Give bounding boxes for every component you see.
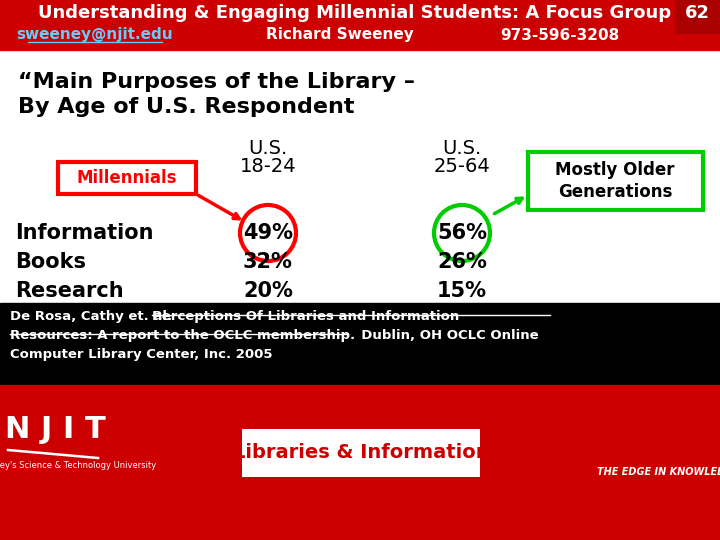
Text: De Rosa, Cathy et. al.: De Rosa, Cathy et. al. <box>10 310 181 323</box>
Text: 32%: 32% <box>243 252 293 272</box>
Text: Richard Sweeney: Richard Sweeney <box>266 28 414 43</box>
Text: Understanding & Engaging Millennial Students: A Focus Group: Understanding & Engaging Millennial Stud… <box>38 4 672 22</box>
Bar <box>675 0 720 33</box>
Circle shape <box>434 205 490 261</box>
Text: Research: Research <box>15 281 124 301</box>
Text: THE EDGE IN KNOWLEDGE: THE EDGE IN KNOWLEDGE <box>597 467 720 477</box>
Bar <box>0 0 720 50</box>
Text: Computer Library Center, Inc. 2005: Computer Library Center, Inc. 2005 <box>10 348 272 361</box>
Text: Dublin, OH OCLC Online: Dublin, OH OCLC Online <box>352 329 539 342</box>
Text: “Main Purposes of the Library –
By Age of U.S. Respondent: “Main Purposes of the Library – By Age o… <box>18 72 415 117</box>
Text: 56%: 56% <box>437 223 487 243</box>
Text: 49%: 49% <box>243 223 293 243</box>
Bar <box>0 303 720 385</box>
Text: Libraries & Information: Libraries & Information <box>233 443 490 462</box>
Text: 973-596-3208: 973-596-3208 <box>500 28 620 43</box>
Text: U.S.: U.S. <box>248 138 287 158</box>
Circle shape <box>240 205 296 261</box>
FancyBboxPatch shape <box>242 429 480 477</box>
FancyBboxPatch shape <box>58 162 196 194</box>
Text: 18-24: 18-24 <box>240 157 297 176</box>
FancyBboxPatch shape <box>528 152 703 210</box>
Text: 62: 62 <box>685 4 709 22</box>
Text: Resources: A report to the OCLC membership.: Resources: A report to the OCLC membersh… <box>10 329 355 342</box>
Bar <box>0 385 720 540</box>
Text: 20%: 20% <box>243 281 293 301</box>
Text: Information: Information <box>15 223 153 243</box>
Text: New Jersey's Science & Technology University: New Jersey's Science & Technology Univer… <box>0 462 157 470</box>
Text: Books: Books <box>15 252 86 272</box>
Text: Mostly Older
Generations: Mostly Older Generations <box>555 161 675 201</box>
Text: U.S.: U.S. <box>442 138 482 158</box>
Text: 25-64: 25-64 <box>433 157 490 176</box>
Text: sweeney@njit.edu: sweeney@njit.edu <box>17 28 174 43</box>
Text: Millennials: Millennials <box>77 169 177 187</box>
Text: N J I T: N J I T <box>4 415 105 444</box>
Text: Perceptions Of Libraries and Information: Perceptions Of Libraries and Information <box>152 310 459 323</box>
Text: 15%: 15% <box>437 281 487 301</box>
Text: 26%: 26% <box>437 252 487 272</box>
